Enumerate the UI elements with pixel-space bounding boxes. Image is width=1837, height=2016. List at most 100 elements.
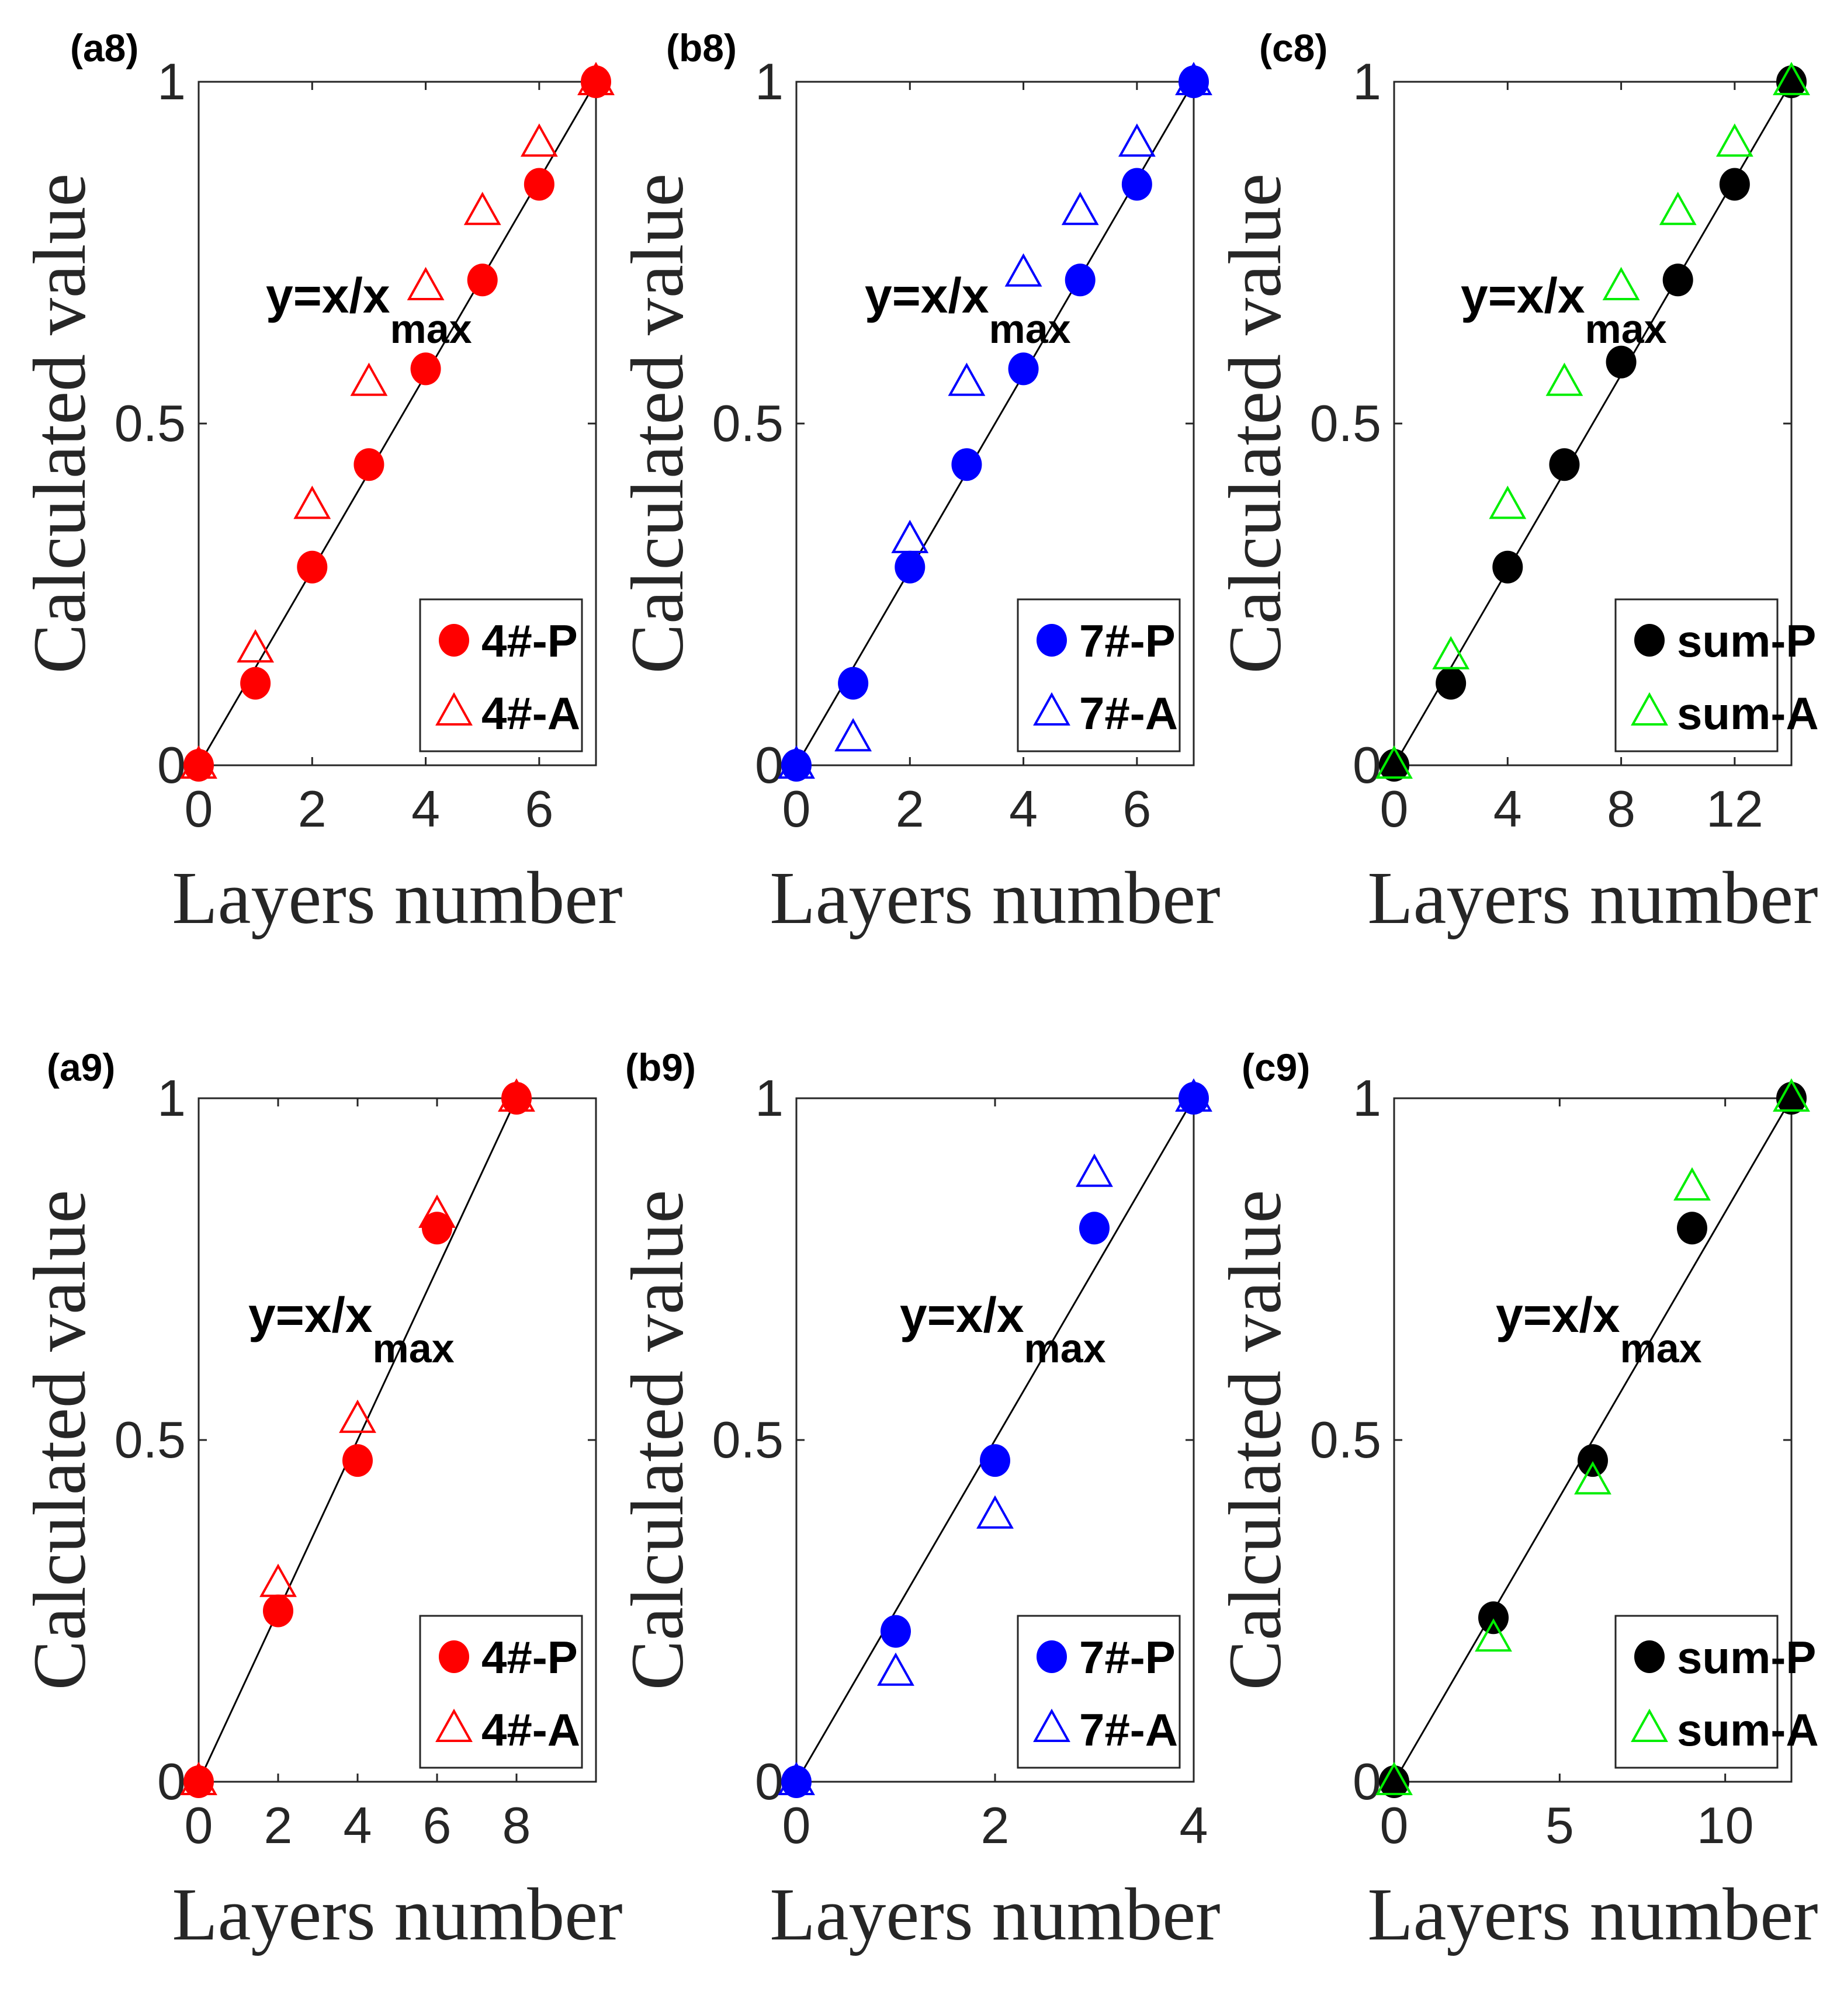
y-axis-label: Calculated value	[18, 174, 101, 674]
y-tick-label: 0	[1353, 1753, 1381, 1810]
data-point-p	[1776, 65, 1807, 98]
legend-label-p: 7#-P	[1079, 1632, 1176, 1683]
data-point-p	[1549, 448, 1580, 481]
legend-label-p: 4#-P	[481, 1632, 578, 1683]
y-tick-label: 0	[157, 736, 186, 794]
data-point-p	[263, 1594, 293, 1628]
data-point-p	[524, 168, 554, 201]
data-point-a	[339, 1399, 376, 1433]
y-tick-label: 0.5	[712, 1411, 784, 1469]
panel-label: (a8)	[70, 26, 138, 70]
data-point-a	[577, 61, 615, 95]
equation-subscript: max	[1620, 1326, 1702, 1371]
data-point-p	[1606, 345, 1637, 379]
legend-marker-a	[435, 1708, 473, 1742]
x-axis-label: Layers number	[1367, 1873, 1818, 1956]
data-point-p	[353, 448, 384, 481]
chart-panel: 0 2 4 6 0 0.5 1 Layers number Calculated value (a…	[18, 26, 623, 939]
data-point-p	[422, 1212, 452, 1245]
equation-annotation: y=x/xmax	[266, 268, 472, 352]
x-tick-label: 0	[782, 780, 811, 838]
x-tick-label: 2	[896, 780, 924, 838]
data-point-p	[980, 1444, 1010, 1477]
panel-label: (b8)	[666, 26, 737, 70]
equation-main: y=x/x	[266, 268, 390, 323]
x-tick-label: 0	[782, 1796, 811, 1854]
x-tick-label: 12	[1706, 780, 1763, 838]
x-tick-label: 8	[1607, 780, 1635, 838]
legend-box	[419, 598, 583, 752]
data-point-p	[895, 550, 926, 584]
legend: 4#-P 4#-A	[419, 1615, 583, 1769]
data-point-a	[1375, 1761, 1413, 1795]
legend-label-a: sum-A	[1677, 1704, 1819, 1755]
data-point-p	[1677, 1212, 1707, 1245]
y-tick-label: 0	[755, 736, 784, 794]
y-tick-label: 1	[755, 1069, 784, 1127]
data-point-a	[1545, 362, 1583, 396]
legend-label-a: 4#-A	[481, 1704, 580, 1755]
equation-annotation: y=x/xmax	[865, 268, 1071, 352]
y-axis-label: Calculated value	[616, 1190, 699, 1691]
data-point-p	[1776, 1082, 1807, 1115]
legend-label-p: 7#-P	[1079, 615, 1176, 667]
x-tick-label: 2	[981, 1796, 1010, 1854]
x-tick-label: 2	[298, 780, 327, 838]
y-tick-label: 1	[1353, 53, 1381, 110]
chart-panel: 0 2 4 0 0.5 1 Layers number Calculated value (b9…	[616, 1046, 1221, 1956]
data-point-a	[1673, 1167, 1711, 1201]
legend-box	[1614, 1615, 1779, 1769]
legend-label-p: sum-P	[1677, 1632, 1816, 1683]
data-point-p	[183, 749, 214, 782]
reference-line	[197, 1098, 518, 1782]
legend-label-a: sum-A	[1677, 688, 1819, 739]
equation-main: y=x/x	[1461, 268, 1585, 323]
legend-box	[419, 1615, 583, 1769]
data-point-p	[342, 1444, 373, 1477]
data-point-p	[1008, 352, 1039, 386]
equation-subscript: max	[390, 306, 472, 352]
legend-marker-p	[1037, 1640, 1067, 1673]
data-point-a	[834, 718, 872, 752]
y-tick-label: 0.5	[1310, 1411, 1381, 1469]
data-point-a	[1118, 123, 1156, 157]
legend-marker-p	[439, 624, 469, 657]
legend-label-a: 4#-A	[481, 688, 580, 739]
legend-marker-p	[439, 1640, 469, 1673]
data-point-p	[1065, 263, 1096, 297]
data-point-a	[498, 1078, 535, 1112]
equation-subscript: max	[1024, 1326, 1106, 1371]
legend-box	[1017, 1615, 1181, 1769]
data-point-p	[1578, 1444, 1608, 1477]
data-point-p	[1492, 550, 1523, 584]
x-tick-label: 8	[502, 1796, 531, 1854]
data-point-p	[297, 550, 328, 584]
data-point-a	[418, 1194, 456, 1228]
equation-annotation: y=x/xmax	[248, 1288, 455, 1371]
data-point-a	[778, 1761, 815, 1795]
data-point-a	[407, 266, 445, 300]
reference-line	[1393, 1098, 1793, 1782]
equation-annotation: y=x/xmax	[1461, 268, 1667, 352]
reference-line	[795, 1098, 1195, 1782]
data-point-a	[1375, 745, 1413, 779]
data-point-p	[1179, 1082, 1209, 1115]
data-point-p	[1379, 749, 1409, 782]
legend-marker-a	[1033, 692, 1070, 726]
data-point-a	[1175, 1078, 1212, 1112]
x-tick-label: 0	[1380, 780, 1409, 838]
data-point-p	[1179, 65, 1209, 98]
x-tick-label: 0	[185, 780, 213, 838]
data-point-a	[1175, 61, 1212, 95]
data-point-a	[1773, 61, 1810, 95]
data-point-a	[1602, 266, 1640, 300]
y-tick-label: 1	[157, 53, 186, 110]
y-tick-label: 0.5	[115, 394, 186, 452]
legend: 7#-P 7#-A	[1017, 598, 1181, 752]
x-axis-label: Layers number	[172, 856, 622, 939]
equation-main: y=x/x	[865, 268, 989, 323]
data-point-p	[501, 1082, 532, 1115]
legend: 4#-P 4#-A	[419, 598, 583, 752]
chart-panel: 0 2 4 6 0 0.5 1 Layers number Calculated value (b…	[616, 26, 1221, 939]
data-point-p	[1121, 168, 1152, 201]
